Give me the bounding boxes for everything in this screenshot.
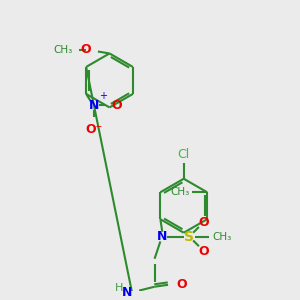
Text: N: N [122, 286, 132, 299]
Text: +: + [99, 91, 107, 101]
Text: O: O [198, 244, 209, 257]
Text: O: O [81, 43, 91, 56]
Text: N: N [89, 99, 99, 112]
Text: O: O [177, 278, 188, 291]
Text: CH₃: CH₃ [54, 45, 73, 55]
Text: O⁻: O⁻ [85, 123, 103, 136]
Text: O: O [111, 99, 122, 112]
Text: S: S [184, 230, 194, 244]
Text: N: N [157, 230, 167, 243]
Text: CH₃: CH₃ [170, 187, 190, 197]
Text: H: H [116, 283, 124, 293]
Text: O: O [198, 216, 209, 229]
Text: CH₃: CH₃ [212, 232, 232, 242]
Text: Cl: Cl [178, 148, 190, 161]
